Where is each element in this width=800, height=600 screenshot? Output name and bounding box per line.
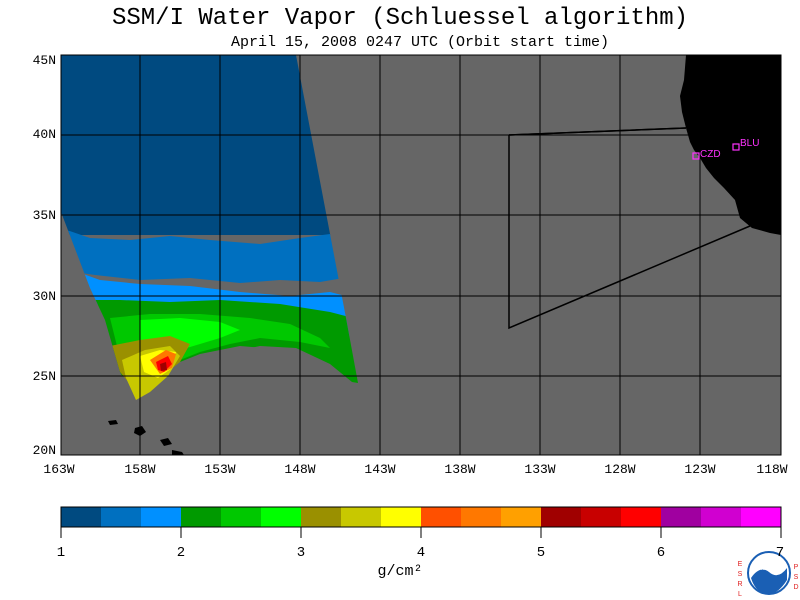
colorbar-swatch xyxy=(101,507,142,527)
colorbar-swatch xyxy=(701,507,742,527)
domain-box xyxy=(508,127,751,330)
land-hawaii-1 xyxy=(108,420,118,425)
colorbar-swatch xyxy=(661,507,702,527)
station-czd: CZD xyxy=(692,149,721,160)
lat-label-20n: 20N xyxy=(32,443,56,458)
colorbar-unit: g/cm² xyxy=(377,563,423,580)
station-czd-label: CZD xyxy=(700,149,721,160)
lon-label-123w: 123W xyxy=(684,462,716,477)
lat-label-45n: 45N xyxy=(32,53,56,68)
colorbar xyxy=(61,507,782,527)
colorbar-swatch xyxy=(501,507,542,527)
lat-label-40n: 40N xyxy=(32,127,56,142)
lon-label-143w: 143W xyxy=(364,462,396,477)
lon-label-118w: 118W xyxy=(756,462,788,477)
colorbar-swatch xyxy=(301,507,342,527)
colorbar-tick-3: 3 xyxy=(296,545,306,561)
land-california xyxy=(680,55,781,235)
colorbar-tick-5: 5 xyxy=(536,545,546,561)
station-czd-marker xyxy=(692,152,700,160)
colorbar-swatch xyxy=(181,507,222,527)
wv-band-5-0 xyxy=(160,362,167,371)
lon-label-148w: 148W xyxy=(284,462,316,477)
colorbar-swatch xyxy=(541,507,582,527)
colorbar-tick-4: 4 xyxy=(416,545,426,561)
land-hawaii-4 xyxy=(172,450,184,455)
wv-band-1-3 xyxy=(61,228,358,283)
colorbar-swatch xyxy=(421,507,462,527)
colorbar-swatch xyxy=(261,507,302,527)
map-subtitle: April 15, 2008 0247 UTC (Orbit start tim… xyxy=(230,34,610,51)
noaa-logo: NOAA xyxy=(747,551,791,595)
lon-label-138w: 138W xyxy=(444,462,476,477)
colorbar-swatch xyxy=(381,507,422,527)
lat-label-30n: 30N xyxy=(32,289,56,304)
station-blu-label: BLU xyxy=(740,138,759,149)
noaa-logo-text: NOAA xyxy=(760,566,777,572)
colorbar-swatch xyxy=(341,507,382,527)
lon-label-163w: 163W xyxy=(43,462,75,477)
lon-label-133w: 133W xyxy=(524,462,556,477)
colorbar-swatch xyxy=(221,507,262,527)
colorbar-tick-7: 7 xyxy=(775,545,785,561)
colorbar-swatch xyxy=(581,507,622,527)
colorbar-tick-6: 6 xyxy=(656,545,666,561)
land-hawaii-3 xyxy=(160,438,172,446)
colorbar-swatch xyxy=(141,507,182,527)
colorbar-tick-2: 2 xyxy=(176,545,186,561)
colorbar-swatch xyxy=(741,507,782,527)
map-title: SSM/I Water Vapor (Schluessel algorithm) xyxy=(111,5,689,32)
lat-label-35n: 35N xyxy=(32,208,56,223)
lon-label-153w: 153W xyxy=(204,462,236,477)
colorbar-swatch xyxy=(61,507,102,527)
station-blu-marker xyxy=(732,143,740,151)
lat-label-25n: 25N xyxy=(32,369,56,384)
colorbar-swatch xyxy=(461,507,502,527)
colorbar-tick-1: 1 xyxy=(56,545,66,561)
lon-label-128w: 128W xyxy=(604,462,636,477)
colorbar-tickmarks xyxy=(60,527,782,538)
lon-label-158w: 158W xyxy=(124,462,156,477)
station-blu: BLU xyxy=(732,138,759,151)
colorbar-swatch xyxy=(621,507,662,527)
grid xyxy=(60,54,782,456)
